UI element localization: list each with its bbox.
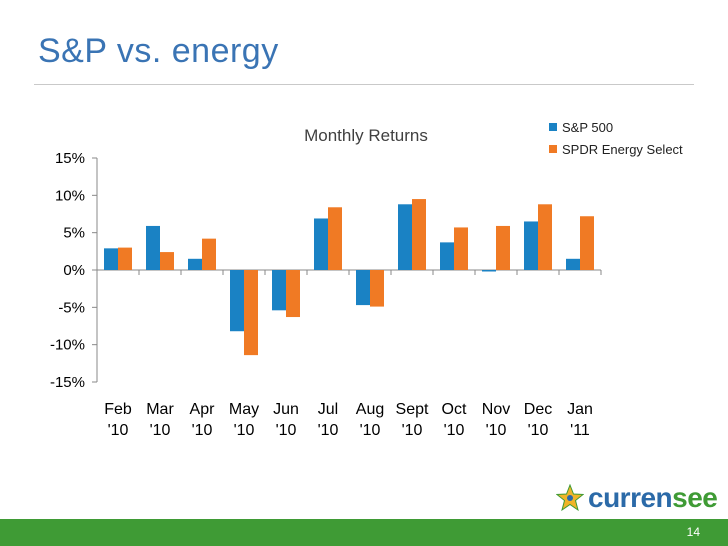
bar-energy — [412, 199, 426, 270]
bar-energy — [286, 270, 300, 318]
y-tick-label: 0% — [63, 262, 85, 279]
legend-swatch — [549, 123, 557, 131]
bar-energy — [496, 225, 510, 270]
bar-energy — [328, 207, 342, 270]
title-divider — [34, 84, 694, 85]
x-tick-label-month: Jun — [273, 401, 299, 418]
bar-energy — [160, 252, 174, 270]
y-tick-label: 15% — [55, 150, 85, 167]
bar-energy — [370, 270, 384, 307]
bar-energy — [454, 227, 468, 270]
x-tick-label-year: '10 — [486, 422, 507, 439]
slide-title: S&P vs. energy — [38, 32, 279, 70]
bar-sp500 — [524, 221, 538, 270]
legend-swatch — [549, 145, 557, 153]
x-tick-label-year: '10 — [318, 422, 339, 439]
x-tick-label-month: Sept — [396, 401, 429, 418]
y-tick-label: -15% — [50, 374, 85, 391]
bar-sp500 — [440, 242, 454, 270]
x-tick-label-month: Mar — [146, 401, 174, 418]
x-tick-label-year: '10 — [444, 422, 465, 439]
chart-title: Monthly Returns — [304, 126, 428, 145]
x-tick-label-year: '11 — [570, 422, 590, 439]
bar-sp500 — [314, 218, 328, 270]
x-tick-label-month: May — [229, 401, 259, 418]
x-tick-label-month: Nov — [482, 401, 510, 418]
bar-energy — [244, 270, 258, 356]
x-tick-label-month: Jul — [318, 401, 338, 418]
currensee-logo: currensee — [556, 482, 718, 514]
legend-label: SPDR Energy Select — [562, 142, 683, 157]
bar-sp500 — [482, 270, 496, 272]
legend-label: S&P 500 — [562, 120, 613, 135]
star-icon — [556, 484, 584, 512]
x-tick-label-year: '10 — [192, 422, 213, 439]
bar-energy — [118, 247, 132, 270]
x-tick-label-month: Apr — [190, 401, 216, 418]
bar-energy — [202, 238, 216, 270]
bar-sp500 — [356, 270, 370, 306]
footer-bar: 14 — [0, 519, 728, 546]
y-tick-label: 10% — [55, 187, 85, 204]
bar-sp500 — [398, 204, 412, 270]
x-tick-label-year: '10 — [402, 422, 423, 439]
bar-sp500 — [230, 270, 244, 332]
y-tick-label: -5% — [58, 299, 85, 316]
x-tick-label-year: '10 — [276, 422, 297, 439]
x-tick-label-year: '10 — [150, 422, 171, 439]
bar-sp500 — [188, 258, 202, 270]
x-tick-label-year: '10 — [360, 422, 381, 439]
bar-energy — [538, 204, 552, 270]
bar-sp500 — [272, 270, 286, 311]
x-tick-label-month: Oct — [442, 401, 467, 418]
x-tick-label-month: Dec — [524, 401, 552, 418]
y-tick-label: -10% — [50, 337, 85, 354]
bar-sp500 — [146, 225, 160, 270]
bar-sp500 — [566, 258, 580, 270]
logo-text-secondary: see — [672, 482, 718, 513]
x-tick-label-month: Jan — [567, 401, 593, 418]
bar-sp500 — [104, 248, 118, 270]
page-number: 14 — [686, 525, 700, 539]
x-tick-label-month: Aug — [356, 401, 384, 418]
x-tick-label-year: '10 — [108, 422, 129, 439]
y-tick-label: 5% — [63, 225, 85, 242]
x-tick-label-month: Feb — [104, 401, 132, 418]
x-tick-label-year: '10 — [528, 422, 549, 439]
logo-text-primary: curren — [588, 482, 673, 513]
bar-energy — [580, 216, 594, 270]
x-tick-label-year: '10 — [234, 422, 255, 439]
